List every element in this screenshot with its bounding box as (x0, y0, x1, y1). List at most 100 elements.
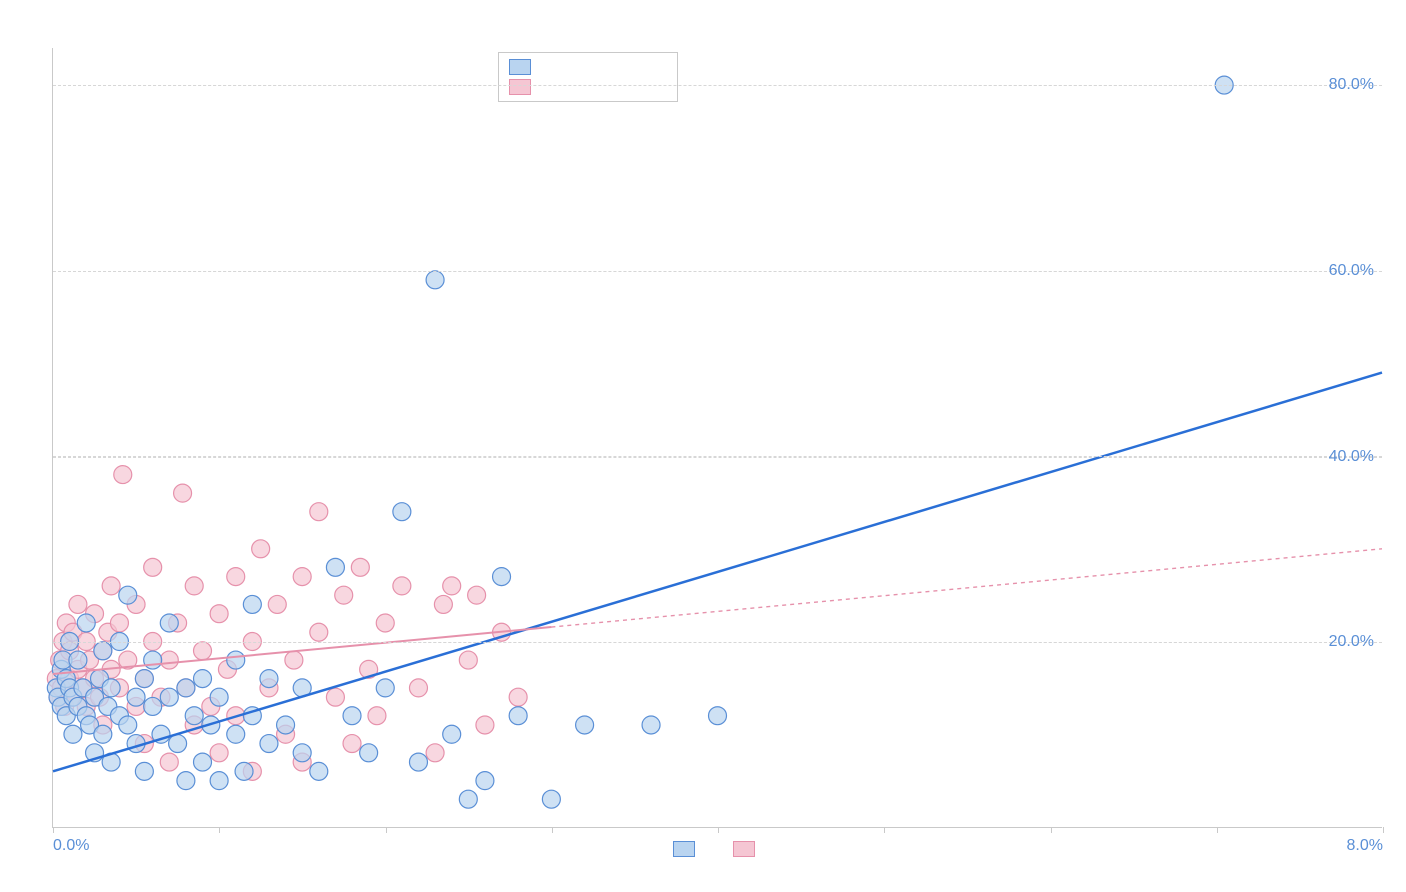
data-point (434, 595, 452, 613)
data-point (160, 688, 178, 706)
data-point (252, 540, 270, 558)
legend-row-barbados (509, 77, 667, 97)
data-point (409, 679, 427, 697)
gridline (53, 642, 1382, 643)
data-point (160, 651, 178, 669)
data-point (368, 707, 386, 725)
data-point (709, 707, 727, 725)
x-tick (1051, 827, 1052, 833)
trend-line-ext (551, 549, 1382, 627)
data-point (326, 688, 344, 706)
data-point (335, 586, 353, 604)
data-point (277, 716, 295, 734)
data-point (293, 744, 311, 762)
x-tick (53, 827, 54, 833)
data-point (64, 725, 82, 743)
data-point (135, 762, 153, 780)
data-point (426, 271, 444, 289)
data-point (310, 762, 328, 780)
x-tick (1217, 827, 1218, 833)
data-point (509, 688, 527, 706)
swatch-serbia (509, 59, 531, 75)
data-point (542, 790, 560, 808)
x-tick (718, 827, 719, 833)
data-point (426, 744, 444, 762)
data-point (443, 725, 461, 743)
data-point (493, 568, 511, 586)
data-point (160, 753, 178, 771)
data-point (185, 577, 203, 595)
chart-svg (53, 48, 1382, 827)
legend-series (673, 841, 763, 857)
data-point (169, 735, 187, 753)
gridline (53, 456, 1382, 457)
data-point (227, 568, 245, 586)
data-point (185, 707, 203, 725)
data-point (268, 595, 286, 613)
data-point (459, 790, 477, 808)
data-point (194, 670, 212, 688)
y-tick-label: 60.0% (1329, 262, 1374, 280)
data-point (642, 716, 660, 734)
swatch-barbados (509, 79, 531, 95)
data-point (310, 503, 328, 521)
data-point (119, 716, 137, 734)
data-point (376, 614, 394, 632)
y-tick-label: 80.0% (1329, 76, 1374, 94)
legend-row-serbia (509, 57, 667, 77)
data-point (144, 651, 162, 669)
legend-correlation-box (498, 52, 678, 102)
data-point (119, 586, 137, 604)
data-point (235, 762, 253, 780)
gridline (53, 271, 1382, 272)
data-point (360, 744, 378, 762)
y-tick-label: 40.0% (1329, 448, 1374, 466)
legend-item-barbados (733, 841, 763, 857)
data-point (194, 642, 212, 660)
data-point (509, 707, 527, 725)
data-point (160, 614, 178, 632)
x-tick (884, 827, 885, 833)
data-point (77, 614, 95, 632)
data-point (459, 651, 477, 669)
data-point (351, 558, 369, 576)
data-point (102, 679, 120, 697)
data-point (285, 651, 303, 669)
data-point (376, 679, 394, 697)
data-point (476, 716, 494, 734)
y-tick-label: 20.0% (1329, 633, 1374, 651)
data-point (210, 772, 228, 790)
data-point (343, 707, 361, 725)
legend-item-serbia (673, 841, 703, 857)
data-point (393, 577, 411, 595)
data-point (260, 735, 278, 753)
plot-area: 20.0%40.0%60.0%80.0%0.0%8.0% (52, 48, 1382, 828)
data-point (210, 688, 228, 706)
data-point (393, 503, 411, 521)
x-tick (552, 827, 553, 833)
x-tick (386, 827, 387, 833)
data-point (102, 577, 120, 595)
data-point (576, 716, 594, 734)
data-point (343, 735, 361, 753)
data-point (326, 558, 344, 576)
data-point (127, 688, 145, 706)
data-point (94, 642, 112, 660)
data-point (177, 679, 195, 697)
x-tick-label-left: 0.0% (53, 837, 89, 855)
data-point (293, 568, 311, 586)
data-point (443, 577, 461, 595)
data-point (227, 651, 245, 669)
data-point (243, 595, 261, 613)
data-point (114, 466, 132, 484)
data-point (135, 670, 153, 688)
data-point (144, 697, 162, 715)
data-point (69, 651, 87, 669)
x-tick-label-right: 8.0% (1347, 837, 1383, 855)
data-point (144, 558, 162, 576)
data-point (310, 623, 328, 641)
data-point (468, 586, 486, 604)
swatch-serbia-bottom (673, 841, 695, 857)
x-tick (1383, 827, 1384, 833)
data-point (210, 744, 228, 762)
